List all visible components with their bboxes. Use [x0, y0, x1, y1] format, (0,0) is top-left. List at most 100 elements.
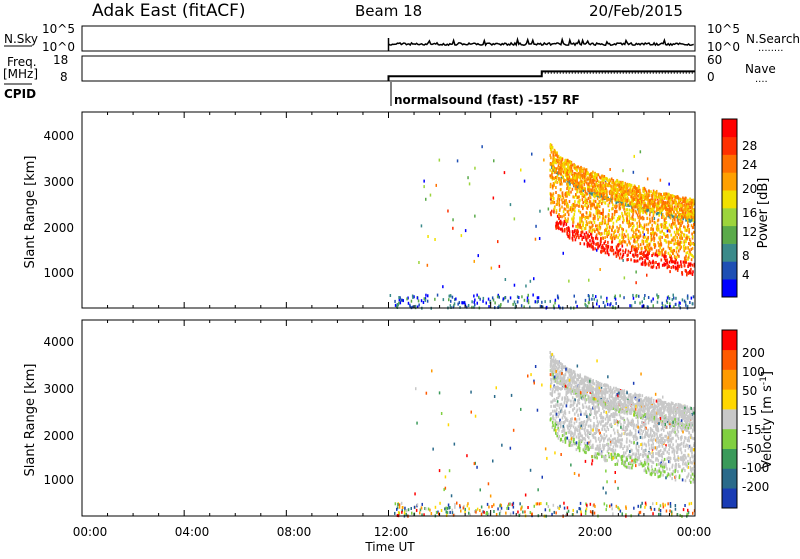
powerPix-band-1: [631, 216, 633, 219]
powerPix-band-1: [666, 221, 668, 224]
powerPix-band-1: [680, 260, 682, 263]
powerPix-sparse: [647, 177, 649, 180]
powerPix-band-1: [661, 236, 663, 239]
powerPix-band-0: [600, 182, 602, 185]
powerPix-band-1: [639, 211, 641, 214]
powerPix-band-0: [668, 197, 670, 200]
velPix-band-0: [621, 394, 623, 397]
velPix-band-0: [596, 389, 598, 392]
powerPix-band-1: [647, 257, 649, 260]
velPix-sparse: [525, 494, 527, 497]
powerPix-band-1: [683, 235, 685, 238]
powerPix-band-0: [670, 195, 672, 198]
velPix-nearrange: [493, 503, 495, 506]
powerPix-band-1: [635, 205, 637, 208]
powerPix-band-1: [605, 244, 607, 247]
powerPix-band-1: [612, 236, 614, 239]
powerPix-band-1: [591, 246, 593, 249]
velPix-nearrange: [417, 503, 419, 506]
powerPix-band-1: [593, 217, 595, 220]
powerPix-band-1: [623, 203, 625, 206]
powerPix-band-1: [570, 208, 572, 211]
velPix-sparse: [445, 475, 447, 478]
velPix-nearrange: [475, 511, 477, 514]
powerPix-nearrange: [504, 297, 506, 300]
powerPix-band-1: [618, 229, 620, 232]
powerPix-band-0: [690, 210, 692, 213]
powerPix-band-0: [581, 167, 583, 170]
velPix-nearrange: [652, 512, 654, 515]
powerPix-band-1: [596, 209, 598, 212]
velPix-nearrange: [468, 512, 470, 515]
velPix-sparse: [662, 396, 664, 399]
velPix-band-0: [564, 378, 566, 381]
powerPix-band-1: [568, 213, 570, 216]
velPix-nearrange: [645, 502, 647, 505]
powerPix-band-1: [623, 236, 625, 239]
velPix-band-0: [693, 417, 695, 420]
powerPix-band-1: [602, 222, 604, 225]
powerPix-sparse: [474, 167, 476, 170]
powerPix-band-0: [590, 184, 592, 187]
powerPix-band-1: [645, 260, 647, 263]
powerPix-band-1: [681, 271, 683, 274]
powerPix-band-1: [644, 255, 646, 258]
powerPix-band-0: [618, 181, 620, 184]
powerPix-band-0: [615, 194, 617, 197]
powerPix-band-1: [643, 235, 645, 238]
powerPix-band-1: [610, 236, 612, 239]
powerPix-band-0: [671, 202, 673, 205]
powerPix-band-1: [572, 234, 574, 237]
powerPix-nearrange: [574, 295, 576, 298]
powerPix-band-1: [610, 246, 612, 249]
powerPix-band-0: [566, 171, 568, 174]
powerPix-band-1: [584, 200, 586, 203]
powerPix-band-1: [631, 228, 633, 231]
velPix-nearrange: [609, 505, 611, 508]
powerPix-band-1: [564, 203, 566, 206]
velPix-band-0: [660, 401, 662, 404]
powerPix-nearrange: [500, 304, 502, 307]
velPix-nearrange: [553, 504, 555, 507]
powerPix-nearrange: [423, 301, 425, 304]
velPix-band-0: [633, 403, 635, 406]
powerPix-sparse: [633, 171, 635, 174]
velPix-sparse: [607, 375, 609, 378]
powerPix-band-1: [549, 174, 551, 177]
velPix-sparse: [615, 480, 617, 483]
velPix-sparse: [560, 453, 562, 456]
powerPix-nearrange: [684, 300, 686, 303]
powerPix-band-1: [674, 239, 676, 242]
powerPix-band-1: [656, 233, 658, 236]
powerPix-nearrange: [450, 304, 452, 307]
velPix-sparse: [541, 384, 543, 387]
powerPix-band-1: [606, 235, 608, 238]
powerPix-band-1: [689, 238, 691, 241]
powerPix-nearrange: [538, 296, 540, 299]
powerPix-band-1: [665, 235, 667, 238]
powerPix-band-1: [622, 206, 624, 209]
powerPix-nearrange: [452, 296, 454, 299]
powerPix-nearrange: [507, 300, 509, 303]
velPix-band-0: [599, 391, 601, 394]
velPix-band-0: [610, 395, 612, 398]
powerPix-band-0: [628, 199, 630, 202]
velPix-band-0: [658, 399, 660, 402]
powerPix-nearrange: [415, 305, 417, 308]
powerPix-nearrange: [589, 298, 591, 301]
velPix-sparse: [530, 373, 532, 376]
powerPix-band-1: [654, 233, 656, 236]
powerPix-band-1: [557, 225, 559, 228]
powerPix-nearrange: [662, 302, 664, 305]
velPix-band-0: [574, 381, 576, 384]
powerPix-band-0: [654, 201, 656, 204]
velPix-band-0: [555, 370, 557, 373]
powerPix-band-1: [647, 228, 649, 231]
powerPix-band-1: [627, 258, 629, 261]
powerPix-band-1: [612, 226, 614, 229]
powerPix-band-1: [668, 229, 670, 232]
powerPix-band-0: [574, 164, 576, 167]
powerPix-band-0: [616, 188, 618, 191]
powerPix-nearrange: [478, 296, 480, 299]
powerPix-band-1: [566, 202, 568, 205]
